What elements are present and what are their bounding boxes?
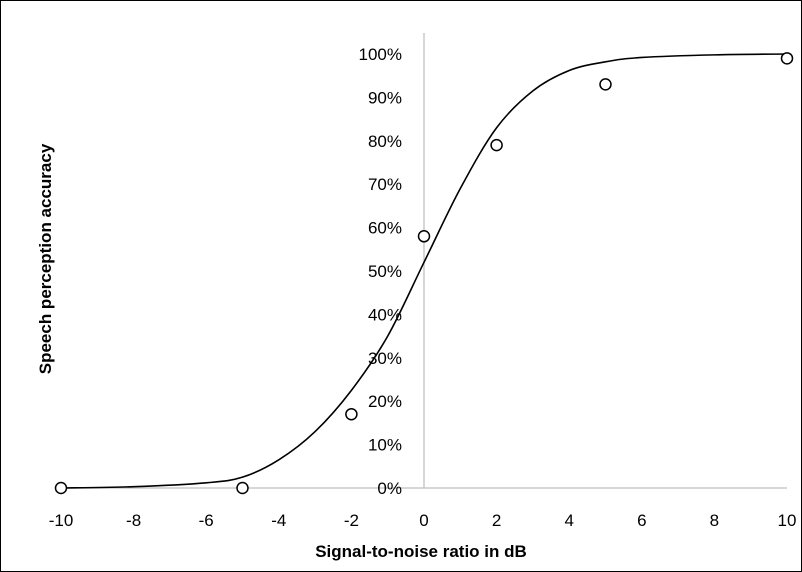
y-tick-label: 50%: [368, 262, 402, 281]
x-tick-label: -4: [271, 511, 286, 530]
y-tick-label: 10%: [368, 436, 402, 455]
data-points-group: [54, 52, 794, 495]
fitted-curve-line: [60, 53, 788, 489]
data-point: [417, 230, 431, 243]
data-point: [54, 481, 68, 495]
data-point: [345, 407, 358, 421]
data-point: [780, 52, 794, 65]
axes-group: [61, 33, 787, 489]
x-tick-label: -6: [199, 511, 214, 530]
x-tick-label: 8: [710, 511, 719, 530]
fitted-curve-group: [60, 53, 788, 489]
data-point: [599, 78, 612, 91]
y-tick-label: 40%: [368, 305, 402, 324]
y-tick-label: 100%: [359, 45, 402, 64]
y-axis-title: Speech perception accuracy: [36, 143, 55, 374]
data-point: [236, 481, 249, 495]
x-tick-label: -2: [344, 511, 359, 530]
y-tick-label: 80%: [368, 132, 402, 151]
y-tick-label: 30%: [368, 349, 402, 368]
x-tick-label: 4: [564, 511, 573, 530]
x-tick-label: -8: [126, 511, 141, 530]
y-tick-label: 90%: [368, 88, 402, 107]
tick-labels-group: -10 -8 -6 -4 -2 0 2 4 6 8 100%10%20%30%40%50%60%70…: [49, 45, 797, 530]
x-tick-label: 0: [419, 511, 428, 530]
x-tick-label: 6: [637, 511, 646, 530]
y-tick-label: 60%: [368, 219, 402, 238]
x-tick-label: -10: [49, 511, 74, 530]
y-tick-label: 20%: [368, 392, 402, 411]
x-tick-label: 2: [492, 511, 501, 530]
y-tick-label: 0%: [377, 479, 402, 498]
x-axis-title: Signal-to-noise ratio in dB: [315, 542, 527, 561]
x-tick-label: 10: [778, 511, 797, 530]
y-tick-label: 70%: [368, 175, 402, 194]
data-point: [490, 138, 503, 152]
